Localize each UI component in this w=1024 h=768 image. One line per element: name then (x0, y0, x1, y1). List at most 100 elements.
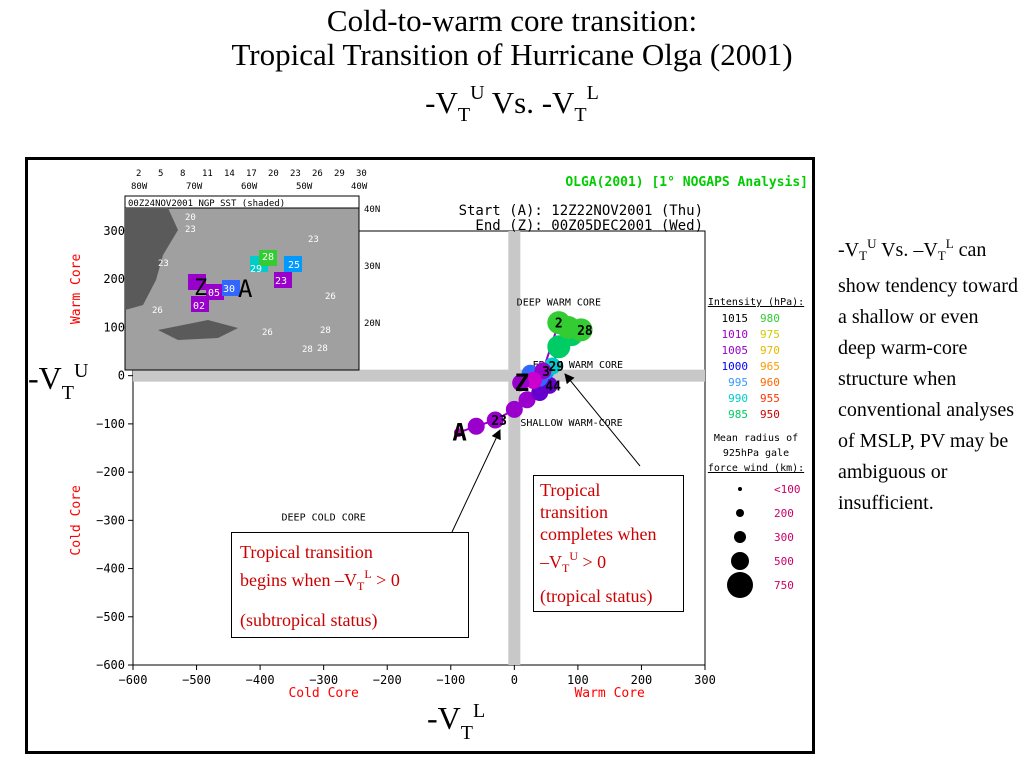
intensity-legend-right: 970 (760, 344, 780, 357)
quadrant-deep-warm: DEEP WARM CORE (517, 298, 601, 309)
radius-legend-dot (738, 487, 742, 491)
x-tick-label: −600 (119, 673, 148, 687)
track-point (505, 400, 523, 418)
intensity-legend-right: 950 (760, 408, 780, 421)
track-point-label: 23 (491, 414, 507, 429)
radius-legend-title1: Mean radius of (714, 433, 798, 444)
end-label: End (Z): 00Z05DEC2001 (Wed) (475, 218, 703, 234)
title-line-1: Cold-to-warm core transition: (326, 3, 698, 38)
callout-transition-completes: Tropical transition completes when –VTU … (533, 475, 684, 612)
chart-title: OLGA(2001) [1° NOGAPS Analysis] (565, 175, 808, 190)
inset-lat-label: 20N (364, 319, 380, 329)
inset-scale-label: 5 (158, 169, 163, 179)
inset-sst-label: 28 (317, 344, 328, 354)
track-point-label: 44 (545, 379, 561, 394)
intensity-legend-left: 1000 (722, 360, 749, 373)
track-point (512, 374, 530, 392)
radius-legend-title3: force wind (km): (708, 463, 804, 474)
y-tick-label: −600 (96, 658, 125, 672)
inset-sst-label: 23 (185, 225, 196, 235)
radius-legend-dot (734, 531, 746, 543)
radius-legend-label: 500 (774, 555, 794, 568)
title-line-3: -VTU Vs. -VTL (425, 82, 599, 126)
title-line-2: Tropical Transition of Hurricane Olga (2… (231, 37, 793, 72)
inset-track-label: A (238, 275, 253, 303)
radius-legend-title2: 925hPa gale (723, 448, 789, 459)
track-point-label: 3 (542, 365, 550, 380)
y-tick-label: 200 (103, 272, 125, 286)
intensity-legend-left: 1015 (722, 312, 749, 325)
inset-lat-label: 30N (364, 262, 380, 272)
inset-land (158, 320, 238, 340)
arrow-complete (564, 373, 641, 467)
inset-scale-label: 29 (334, 169, 345, 179)
intensity-legend-left: 995 (728, 376, 748, 389)
intensity-legend-title: Intensity (hPa): (708, 297, 804, 308)
inset-scale-label: 14 (224, 169, 235, 179)
y-axis-big-label: -VTU (28, 360, 89, 404)
inset-track-box (206, 284, 224, 300)
track-point (547, 311, 571, 335)
x-label-cold-core: Cold Core (288, 686, 359, 701)
inset-track-box (274, 272, 292, 288)
inset-scale-label: 26 (312, 169, 323, 179)
inset-lon-label: 50W (296, 182, 313, 192)
inset-scale-label: 20 (268, 169, 279, 179)
inset-sst-label: 28 (302, 345, 313, 355)
track-point (467, 417, 485, 435)
y-label-cold-core: Cold Core (69, 485, 84, 556)
x-tick-label: −300 (309, 673, 338, 687)
y-tick-label: −500 (96, 610, 125, 624)
track-point-label: 29 (548, 360, 564, 375)
inset-label: 00Z24NOV2001 NGP SST (shaded) (128, 199, 285, 209)
track-point (486, 411, 504, 429)
plot-area (132, 230, 706, 666)
x-axis-big-label: -VTL (427, 700, 486, 744)
track-point (518, 391, 536, 409)
inset-track-label: Z (194, 276, 207, 301)
inset-label-bar (124, 195, 360, 209)
inset-lon-label: 40W (351, 182, 368, 192)
intensity-legend-right: 955 (760, 392, 780, 405)
y-tick-label: −400 (96, 562, 125, 576)
x-tick-label: 0 (511, 673, 518, 687)
intensity-legend-right: 975 (760, 328, 780, 341)
radius-legend-label: 300 (774, 531, 794, 544)
x-tick-label: −400 (246, 673, 275, 687)
callout-transition-begins: Tropical transition begins when –VTL > 0… (231, 532, 469, 638)
inset-track-box (284, 256, 302, 272)
inset-track-label: 25 (288, 260, 300, 271)
inset-track-box (191, 296, 209, 312)
inset-track-label: 05 (208, 288, 220, 299)
side-explanation: -VTU Vs. –VTL can show tendency toward a… (838, 236, 1018, 514)
inset-sst-label: 26 (152, 306, 163, 316)
arrow-begin (451, 429, 501, 533)
track-point-label: 2 (555, 317, 563, 332)
quadrant-moderate-warm: ERATE WARM CORE (533, 360, 623, 371)
intensity-legend-left: 1010 (722, 328, 749, 341)
inset-scale-label: 17 (246, 169, 257, 179)
track-point (453, 428, 463, 438)
intensity-legend-right: 980 (760, 312, 780, 325)
radius-legend-dot (727, 572, 753, 598)
track-point-label: A (452, 419, 467, 447)
start-label: Start (A): 12Z22NOV2001 (Thu) (459, 203, 703, 219)
y-label-warm-core: Warm Core (69, 253, 84, 324)
inset-land (125, 208, 178, 310)
radius-legend-label: <100 (774, 483, 801, 496)
inset-track-label: 30 (223, 284, 235, 295)
inset-track-box (188, 274, 206, 290)
inset-lon-label: 60W (241, 182, 258, 192)
inset-sst-label: 23 (158, 259, 169, 269)
y-zero-band (133, 369, 705, 382)
inset-track-box (222, 280, 240, 296)
inset-track-label: 29 (250, 264, 262, 275)
phase-space-chart: −600 −500 −400 −300 −200 −100 0 100 200 300−600−5… (69, 169, 808, 701)
inset-track-label: 02 (193, 301, 205, 312)
x-tick-label: 300 (694, 673, 716, 687)
track-point-label: Z (515, 369, 529, 397)
x-tick-label: 100 (567, 673, 589, 687)
intensity-legend-right: 965 (760, 360, 780, 373)
radius-legend-label: 200 (774, 507, 794, 520)
y-tick-label: −200 (96, 465, 125, 479)
